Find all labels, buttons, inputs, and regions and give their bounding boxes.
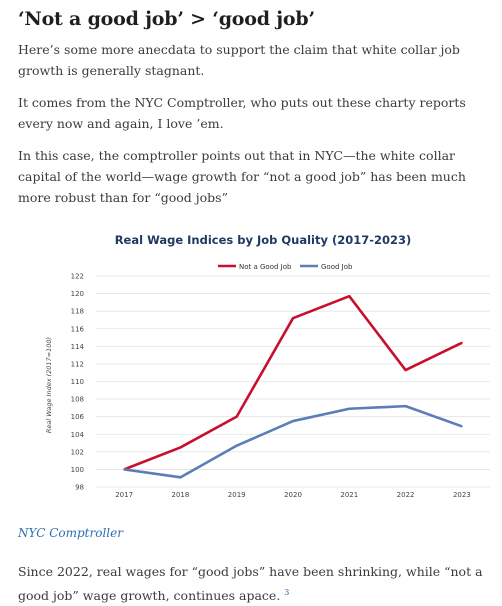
footnote-ref[interactable]: 3: [284, 588, 290, 597]
data-point: [123, 468, 126, 471]
data-point: [235, 444, 238, 447]
paragraph-since-2022: Since 2022, real wages for “good jobs” h…: [18, 561, 496, 606]
data-point: [292, 317, 294, 320]
x-tick-label: 2017: [115, 491, 133, 499]
legend-label-not-good-job: Not a Good Job: [239, 263, 292, 271]
data-point: [292, 420, 294, 422]
y-tick-label: 98: [75, 484, 84, 492]
data-point: [179, 476, 182, 479]
data-point: [348, 407, 351, 410]
wage-index-chart: Real Wage Indices by Job Quality (2017-2…: [45, 233, 490, 499]
y-tick-label: 116: [71, 325, 85, 333]
x-tick-label: 2021: [340, 491, 358, 499]
chart-series: [123, 294, 463, 479]
paragraph-since-2022-text: Since 2022, real wages for “good jobs” h…: [18, 564, 483, 604]
series-line-not-good-job: [123, 294, 463, 471]
y-tick-label: 108: [71, 396, 84, 404]
paragraph-comptroller: It comes from the NYC Comptroller, who p…: [18, 95, 466, 131]
y-tick-label: 118: [71, 308, 84, 316]
data-point: [348, 295, 351, 298]
data-point: [179, 446, 182, 449]
data-point: [404, 369, 407, 371]
y-tick-label: 120: [71, 290, 84, 298]
y-tick-label: 100: [71, 466, 84, 474]
chart-legend: Not a Good Job Good Job: [218, 263, 353, 271]
y-axis-label: Real Wage Index (2017=100): [45, 337, 53, 433]
data-point: [460, 341, 463, 344]
y-tick-label: 110: [71, 378, 84, 386]
data-point: [460, 425, 463, 428]
chart-title: Real Wage Indices by Job Quality (2017-2…: [115, 233, 412, 247]
x-axis-ticks: 2017 2018 2019 2020 2021 2022 2023: [115, 491, 471, 499]
y-tick-label: 112: [71, 360, 84, 368]
chart-gridlines: [96, 275, 490, 488]
x-tick-label: 2023: [453, 491, 471, 499]
data-point: [404, 405, 407, 408]
source-link-nyc-comptroller[interactable]: NYC Comptroller: [18, 526, 123, 540]
y-tick-label: 114: [71, 343, 85, 351]
x-tick-label: 2018: [172, 491, 190, 499]
paragraph-wage-growth: In this case, the comptroller points out…: [18, 148, 466, 205]
data-point: [235, 415, 238, 418]
x-tick-label: 2022: [397, 491, 415, 499]
y-tick-label: 102: [71, 448, 84, 456]
paragraph-anecdata: Here’s some more anecdata to support the…: [18, 42, 460, 78]
y-axis-ticks: 98 100 102 104 106 108 110 112 114 116 118 120 122: [71, 273, 85, 492]
x-tick-label: 2020: [284, 491, 302, 499]
x-tick-label: 2019: [228, 491, 246, 499]
y-tick-label: 122: [71, 273, 84, 281]
section-heading: ‘Not a good job’ > ‘good job’: [18, 8, 315, 30]
article-body: ‘Not a good job’ > ‘good job’ Here’s som…: [18, 0, 498, 603]
y-tick-label: 106: [71, 413, 85, 421]
legend-label-good-job: Good Job: [321, 263, 353, 271]
y-tick-label: 104: [71, 431, 85, 439]
